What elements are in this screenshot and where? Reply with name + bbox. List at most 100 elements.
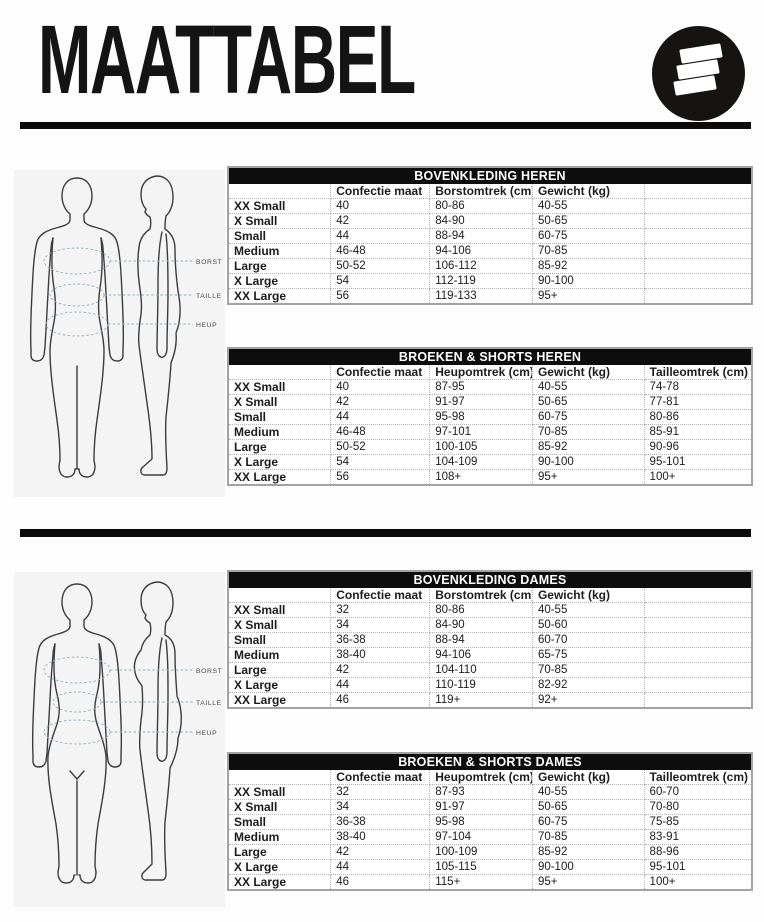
size-value: 100+ xyxy=(643,469,753,486)
brand-logo-icon xyxy=(652,26,745,121)
column-header: Tailleomtrek (cm) xyxy=(643,364,753,380)
size-label: Small xyxy=(227,632,332,648)
size-label: XX Small xyxy=(227,602,332,618)
table-row: XX Small 40 80-86 40-55 xyxy=(227,198,753,214)
size-label: Medium xyxy=(227,424,332,440)
column-header: Gewicht (kg) xyxy=(531,769,645,785)
table-pants-men: BROEKEN & SHORTS HEREN Confectie maat Heup… xyxy=(227,347,753,486)
column-header: Confectie maat xyxy=(330,769,431,785)
size-value: 40-55 xyxy=(531,379,645,395)
table-row: Small 36-38 88-94 60-70 xyxy=(227,632,753,648)
size-value: 100+ xyxy=(643,874,753,891)
women-side-figure xyxy=(133,581,182,881)
table-row: X Small 34 84-90 50-60 xyxy=(227,617,753,633)
size-value: 32 xyxy=(330,602,431,618)
column-header xyxy=(227,769,332,785)
size-value: 88-94 xyxy=(429,228,533,244)
size-label: Small xyxy=(227,228,332,244)
size-value: 70-85 xyxy=(531,243,645,259)
table-row: X Large 54 104-109 90-100 95-101 xyxy=(227,454,753,470)
size-value: 100-109 xyxy=(429,844,533,860)
size-value: 60-75 xyxy=(531,409,645,425)
size-value: 60-70 xyxy=(531,632,645,648)
column-header: Gewicht (kg) xyxy=(531,183,645,199)
size-value: 80-86 xyxy=(643,409,753,425)
column-header xyxy=(643,587,753,603)
size-value: 42 xyxy=(330,213,431,229)
size-value: 85-92 xyxy=(531,844,645,860)
size-value: 60-75 xyxy=(531,228,645,244)
size-value: 38-40 xyxy=(330,829,431,845)
table-row: X Small 42 91-97 50-65 77-81 xyxy=(227,394,753,410)
size-value: 119+ xyxy=(429,692,533,709)
men-side-figure xyxy=(137,175,181,476)
chest-label: BORST xyxy=(196,668,222,675)
page-title: MAATTABEL xyxy=(38,5,416,114)
size-value: 90-100 xyxy=(531,454,645,470)
size-value xyxy=(643,692,753,709)
size-value: 105-115 xyxy=(429,859,533,875)
size-value: 91-97 xyxy=(429,394,533,410)
table-row: Large 42 100-109 85-92 88-96 xyxy=(227,844,753,860)
table-title: BOVENKLEDING HEREN xyxy=(227,166,753,184)
size-value: 85-92 xyxy=(531,439,645,455)
size-value: 88-96 xyxy=(643,844,753,860)
column-header-row: Confectie maat Heupomtrek (cm) Gewicht (kg… xyxy=(227,364,753,380)
size-value: 70-85 xyxy=(531,424,645,440)
table-row: Large 50-52 106-112 85-92 xyxy=(227,258,753,274)
size-label: Large xyxy=(227,662,332,678)
measurement-lines xyxy=(43,656,193,745)
size-value: 77-81 xyxy=(643,394,753,410)
size-value: 110-119 xyxy=(429,677,533,693)
size-label: X Small xyxy=(227,617,332,633)
table-row: Large 42 104-110 70-85 xyxy=(227,662,753,678)
size-value: 40 xyxy=(330,198,431,214)
table-row: Small 44 95-98 60-75 80-86 xyxy=(227,409,753,425)
column-header xyxy=(227,364,332,380)
size-value: 42 xyxy=(330,394,431,410)
table-row: Small 44 88-94 60-75 xyxy=(227,228,753,244)
column-header: Borstomtrek (cm) xyxy=(429,183,533,199)
size-value: 80-86 xyxy=(429,198,533,214)
size-value: 54 xyxy=(330,273,431,289)
size-label: XX Large xyxy=(227,874,332,891)
size-value: 90-100 xyxy=(531,273,645,289)
size-value: 70-85 xyxy=(531,829,645,845)
size-value: 95-98 xyxy=(429,814,533,830)
size-value: 44 xyxy=(330,677,431,693)
hip-label: HEUP xyxy=(196,322,217,329)
size-value: 87-93 xyxy=(429,784,533,800)
waist-label: TAILLE xyxy=(196,700,222,707)
size-value xyxy=(643,213,753,229)
column-header: Tailleomtrek (cm) xyxy=(643,769,753,785)
size-value: 42 xyxy=(330,662,431,678)
size-value: 108+ xyxy=(429,469,533,486)
size-value: 70-85 xyxy=(531,662,645,678)
size-value: 50-52 xyxy=(330,258,431,274)
size-value: 34 xyxy=(330,799,431,815)
size-value: 119-133 xyxy=(429,288,533,305)
table-row: XX Small 32 80-86 40-55 xyxy=(227,602,753,618)
size-label: X Large xyxy=(227,454,332,470)
size-value: 95-101 xyxy=(643,454,753,470)
table-row: X Large 54 112-119 90-100 xyxy=(227,273,753,289)
table-tops-women: BOVENKLEDING DAMES Confectie maat Borstomt… xyxy=(227,570,753,709)
size-value: 36-38 xyxy=(330,632,431,648)
size-value: 56 xyxy=(330,469,431,486)
size-value: 90-100 xyxy=(531,859,645,875)
size-value xyxy=(643,198,753,214)
size-value xyxy=(643,288,753,305)
column-header: Confectie maat xyxy=(330,364,431,380)
size-label: Medium xyxy=(227,829,332,845)
size-value: 40-55 xyxy=(531,198,645,214)
table-row: XX Large 56 119-133 95+ xyxy=(227,288,753,305)
table-row: XX Large 46 119+ 92+ xyxy=(227,692,753,709)
size-value xyxy=(643,273,753,289)
size-value: 88-94 xyxy=(429,632,533,648)
size-value: 46-48 xyxy=(330,424,431,440)
women-measurement-diagram: BORST TAILLE HEUP xyxy=(14,572,225,907)
size-label: Large xyxy=(227,258,332,274)
size-value: 82-92 xyxy=(531,677,645,693)
women-front-figure xyxy=(31,583,123,884)
